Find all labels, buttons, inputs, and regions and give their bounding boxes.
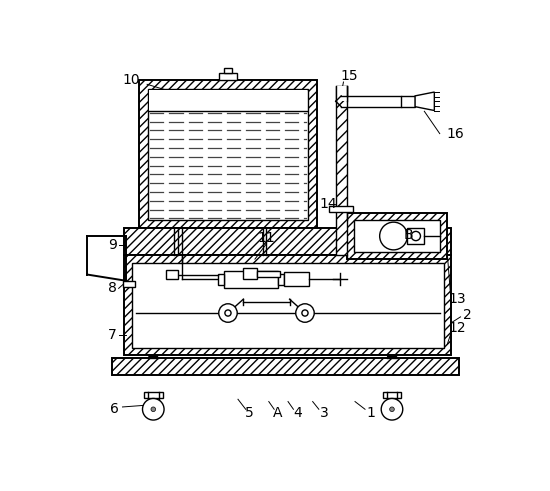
- Circle shape: [381, 399, 403, 420]
- Bar: [166, 270, 178, 279]
- Bar: [243, 269, 257, 279]
- Circle shape: [151, 407, 156, 411]
- Circle shape: [142, 399, 164, 420]
- Text: 9: 9: [108, 238, 117, 252]
- Text: 7: 7: [108, 327, 117, 342]
- Bar: [224, 271, 278, 288]
- Bar: [336, 86, 346, 255]
- Bar: [408, 228, 425, 244]
- Text: 13: 13: [449, 292, 466, 306]
- Circle shape: [411, 231, 421, 241]
- Text: 5: 5: [245, 406, 254, 420]
- Circle shape: [225, 310, 231, 316]
- Circle shape: [296, 304, 314, 322]
- Bar: [224, 68, 232, 73]
- Text: 8: 8: [108, 281, 117, 296]
- Circle shape: [389, 407, 394, 411]
- Text: A: A: [273, 406, 283, 420]
- Text: 2: 2: [463, 307, 472, 322]
- Bar: [144, 392, 163, 399]
- Bar: [218, 274, 224, 284]
- Bar: [124, 228, 451, 255]
- Text: 10: 10: [123, 73, 141, 87]
- Bar: [348, 213, 448, 259]
- Text: 12: 12: [449, 322, 466, 335]
- Bar: [140, 81, 317, 228]
- Text: B: B: [404, 228, 414, 242]
- Bar: [336, 86, 346, 101]
- Circle shape: [302, 310, 308, 316]
- Bar: [278, 274, 284, 284]
- Text: 3: 3: [320, 406, 328, 420]
- Circle shape: [219, 304, 237, 322]
- Bar: [284, 272, 309, 286]
- Circle shape: [379, 222, 408, 250]
- Bar: [112, 357, 459, 375]
- Text: 14: 14: [319, 197, 337, 211]
- Text: 6: 6: [111, 402, 119, 416]
- Bar: [124, 255, 451, 355]
- Text: 16: 16: [446, 127, 464, 140]
- Text: 11: 11: [257, 231, 276, 245]
- Polygon shape: [415, 92, 434, 110]
- Text: 4: 4: [293, 406, 301, 420]
- Bar: [123, 281, 135, 287]
- Bar: [329, 206, 354, 212]
- Bar: [257, 271, 280, 277]
- Bar: [219, 73, 237, 81]
- Bar: [402, 96, 415, 107]
- Bar: [148, 89, 308, 220]
- Text: 15: 15: [340, 69, 358, 83]
- Bar: [132, 263, 444, 348]
- Bar: [148, 90, 307, 111]
- Bar: [383, 392, 402, 399]
- Bar: [354, 220, 441, 252]
- Text: 1: 1: [366, 406, 375, 420]
